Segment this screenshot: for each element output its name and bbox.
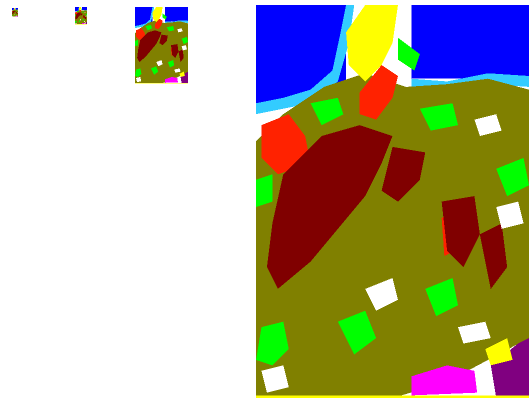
page: (() => { const data = JSON.parse(documen… (0, 0, 529, 400)
map-thumbnail-small (75, 7, 87, 24)
map-thumbnail-tiny (12, 8, 18, 17)
map-thumbnail-medium (135, 7, 188, 83)
map-large (256, 5, 529, 398)
map-gallery (0, 0, 529, 400)
